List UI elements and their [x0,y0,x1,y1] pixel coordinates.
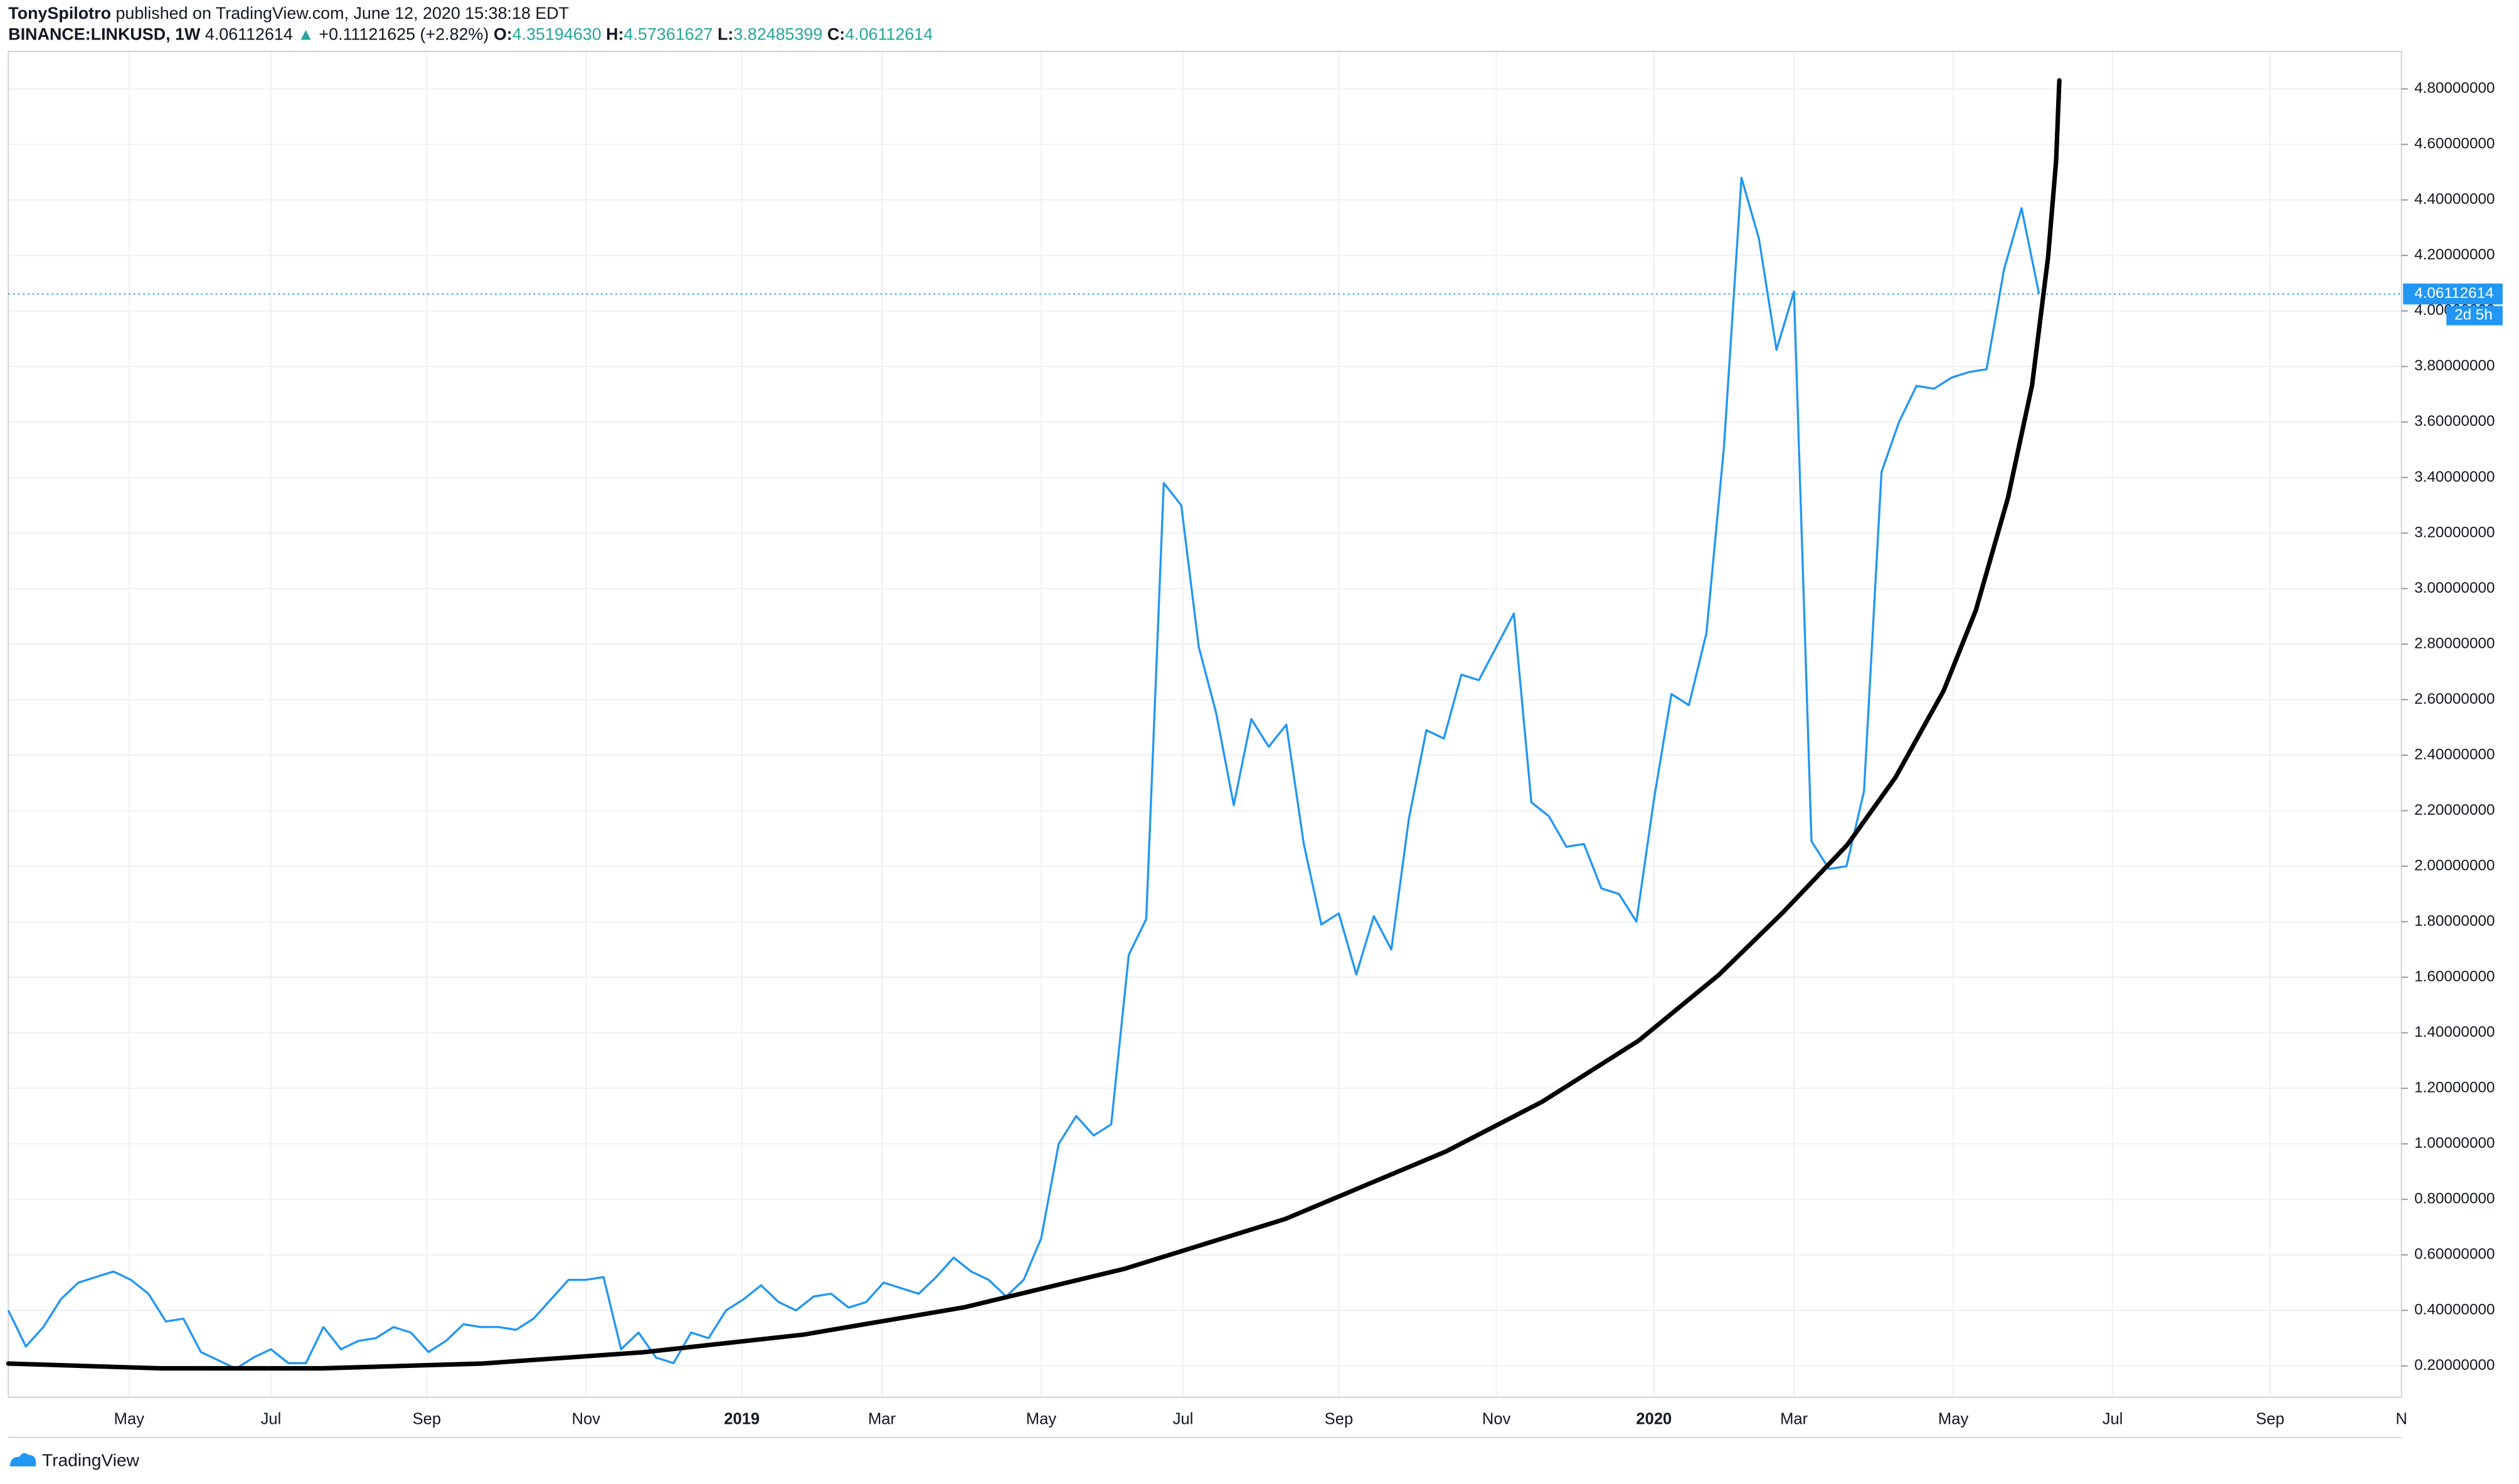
y-tick-label: 1.00000000 [2414,1135,2495,1152]
logo-icon [9,1453,36,1466]
x-tick-label: Sep [1325,1410,1354,1428]
x-tick-label: May [114,1410,145,1428]
y-tick-label: 2.00000000 [2414,857,2495,874]
header-line-2: BINANCE:LINKUSD, 1W 4.06112614 ▲ +0.1112… [8,24,933,43]
low: 3.82485399 [733,24,822,43]
x-tick-label: Nov [1482,1410,1511,1428]
y-tick-label: 3.20000000 [2414,524,2495,541]
y-tick-label: 2.20000000 [2414,802,2495,819]
y-tick-label: 0.80000000 [2414,1190,2495,1207]
y-tick-label: 3.40000000 [2414,469,2495,485]
high: 4.57361627 [624,24,713,43]
h-label: H: [606,24,623,43]
published: published on TradingView.com, June 12, 2… [115,4,569,23]
x-tick-label: Sep [413,1410,442,1428]
y-tick-label: 1.80000000 [2414,913,2495,930]
y-tick-label: 3.00000000 [2414,580,2495,596]
x-tick-label: Mar [868,1410,896,1428]
series-layer [7,176,2402,1370]
change: +0.11121625 (+2.82%) [319,24,489,43]
y-tick-label: 1.60000000 [2414,968,2495,985]
arrow: ▲ [297,24,314,43]
x-tick-label: May [1938,1410,1969,1428]
y-tick-label: 0.60000000 [2414,1246,2495,1263]
x-tick-label: 2019 [724,1410,760,1428]
x-tick-label: Sep [2256,1410,2284,1428]
price-line [7,176,2040,1370]
c-label: C: [827,24,845,43]
last: 4.06112614 [205,24,293,43]
price-axis: 0.20000000 0.40000000 0.60000000 0.80000000… [2401,80,2503,1374]
x-tick-label: Mar [1780,1410,1808,1428]
grid: May Jul Sep Nov 2019 Mar May Jul Sep Nov 2020 Mar Ma… [8,51,2407,1428]
plot-frame [8,50,2402,1398]
countdown-label: 2d 5h [2454,307,2493,324]
close: 4.06112614 [845,24,933,43]
y-tick-label: 4.40000000 [2414,191,2495,208]
footer-logo: TradingView [9,1451,140,1470]
y-tick-label: 4.60000000 [2414,135,2495,152]
x-tick-label: Jul [2103,1410,2123,1428]
x-tick-label: May [1026,1410,1057,1428]
countdown-box [2446,305,2503,326]
y-tick-label: 0.20000000 [2414,1357,2495,1374]
x-tick-label: 2020 [1636,1410,1672,1428]
y-tick-label: 4.80000000 [2414,80,2495,97]
y-tick-label: 2.60000000 [2414,691,2495,708]
drawn-curve [6,78,2062,1371]
y-tick-label: 1.20000000 [2414,1079,2495,1096]
author: TonySpilotro [8,4,111,23]
symbol: BINANCE:LINKUSD, 1W [8,24,201,43]
l-label: L: [718,24,733,43]
y-tick-label: 3.80000000 [2414,358,2495,374]
open: 4.35194630 [512,24,602,43]
y-tick-label: 3.60000000 [2414,413,2495,430]
header-line-1: TonySpilotro published on TradingView.co… [8,4,569,23]
x-tick-label: Jul [1173,1410,1194,1428]
brand: TradingView [42,1451,140,1470]
x-tick-label: Jul [261,1410,282,1428]
last-price-box [2403,284,2503,305]
y-tick-label: 2.40000000 [2414,746,2495,763]
y-tick-label: 0.40000000 [2414,1301,2495,1318]
y-tick-label: 1.40000000 [2414,1024,2495,1041]
last-price-label: 4.06112614 [2414,285,2494,302]
o-label: O: [494,24,512,43]
x-tick-label: N [2395,1410,2407,1428]
x-tick-label: Nov [572,1410,601,1428]
y-tick-label: 2.80000000 [2414,635,2495,652]
y-tick-label: 4.20000000 [2414,246,2495,263]
